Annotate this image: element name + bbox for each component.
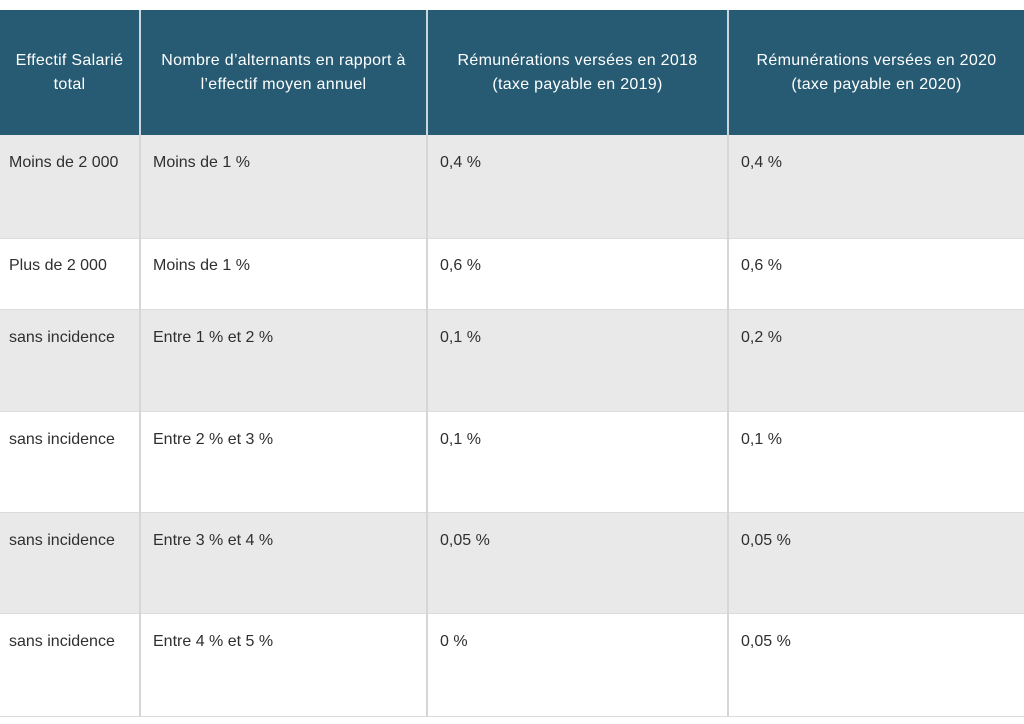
cell-taux-2020: 0,1 % [727,411,1024,512]
table-row: sans incidence Entre 4 % et 5 % 0 % 0,05… [0,613,1024,716]
cell-effectif: Plus de 2 000 [0,238,140,309]
cell-taux-2018: 0,6 % [426,238,728,309]
table-header: Effectif Salarié total Nombre d’alternan… [0,10,1024,135]
header-remunerations-2020: Rémunérations versées en 2020 (taxe paya… [727,10,1024,135]
cell-taux-2020: 0,2 % [727,309,1024,411]
cell-taux-2018: 0,05 % [426,512,728,613]
cell-taux-2018: 0,1 % [426,411,728,512]
cell-effectif: sans incidence [0,613,140,716]
cell-taux-2020: 0,05 % [727,613,1024,716]
cell-effectif: sans incidence [0,309,140,411]
cell-alternants: Entre 2 % et 3 % [139,411,427,512]
table-row: Plus de 2 000 Moins de 1 % 0,6 % 0,6 % [0,238,1024,309]
table-row: Moins de 2 000 Moins de 1 % 0,4 % 0,4 % [0,135,1024,238]
table-row: sans incidence Entre 2 % et 3 % 0,1 % 0,… [0,411,1024,512]
table-row: sans incidence Entre 1 % et 2 % 0,1 % 0,… [0,309,1024,411]
cell-alternants: Entre 1 % et 2 % [139,309,427,411]
cell-taux-2018: 0,1 % [426,309,728,411]
cell-taux-2020: 0,05 % [727,512,1024,613]
table-body: Moins de 2 000 Moins de 1 % 0,4 % 0,4 % … [0,135,1024,716]
header-row: Effectif Salarié total Nombre d’alternan… [0,10,1024,135]
cell-alternants: Entre 4 % et 5 % [139,613,427,716]
cell-taux-2018: 0,4 % [426,135,728,238]
cell-effectif: Moins de 2 000 [0,135,140,238]
cell-alternants: Moins de 1 % [139,238,427,309]
contribution-rate-table: Effectif Salarié total Nombre d’alternan… [0,10,1024,717]
cell-effectif: sans incidence [0,512,140,613]
header-remunerations-2018: Rémunérations versées en 2018 (taxe paya… [426,10,728,135]
header-alternants: Nombre d’alternants en rapport à l’effec… [139,10,427,135]
cell-taux-2020: 0,6 % [727,238,1024,309]
cell-taux-2018: 0 % [426,613,728,716]
cell-taux-2020: 0,4 % [727,135,1024,238]
cell-alternants: Entre 3 % et 4 % [139,512,427,613]
cell-effectif: sans incidence [0,411,140,512]
table-row: sans incidence Entre 3 % et 4 % 0,05 % 0… [0,512,1024,613]
header-effectif: Effectif Salarié total [0,10,140,135]
cell-alternants: Moins de 1 % [139,135,427,238]
